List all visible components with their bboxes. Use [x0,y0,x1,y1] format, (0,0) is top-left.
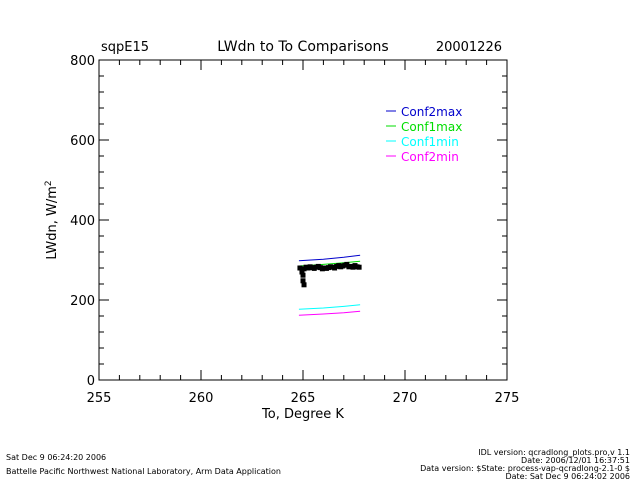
series-line-conf1min [298,304,361,310]
x-tick-label: 260 [189,391,214,406]
x-tick-label: 255 [87,391,112,406]
legend-label-conf2max: Conf2max [401,105,462,119]
date-label: 20001226 [436,40,502,55]
data-point [356,264,362,270]
x-tick-label: 270 [393,391,418,406]
legend-label-conf1min: Conf1min [401,135,459,149]
axes: 255 260 265 270 275 0 200 400 600 800 [70,54,519,406]
y-tick-label: 600 [70,134,95,149]
data-point [299,269,305,275]
y-tick-label: 0 [87,374,95,389]
footer-idl-date: Date: 2006/12/01 16:37:51 [521,456,630,465]
footer-data-date: Date: Sat Dec 9 06:24:02 2006 [505,472,630,481]
data-point [300,272,306,278]
legend-label-conf2min: Conf2min [401,150,459,164]
data-point [301,282,307,288]
footer-run-date: Sat Dec 9 06:24:20 2006 [6,453,107,462]
chart-title: LWdn to To Comparisons [217,39,388,55]
series-line-conf2max [298,254,361,262]
data-point [300,278,306,284]
y-tick-label: 800 [70,54,95,69]
footer-data-version: Data version: $State: process-vap-qcradl… [420,464,630,473]
site-label: sqpE15 [101,40,149,55]
x-tick-label: 275 [495,391,520,406]
y-axis-label: LWdn, W/m2 [44,180,60,259]
y-tick-label: 200 [70,294,95,309]
legend-label-conf1max: Conf1max [401,120,462,134]
x-tick-label: 265 [291,391,316,406]
footer-idl-version: IDL version: qcradlong_plots.pro,v 1.1 [478,448,630,457]
footer-organization: Battelle Pacific Northwest National Labo… [6,467,281,476]
x-axis-label: To, Degree K [261,407,344,422]
series-layer [297,254,362,316]
y-tick-label: 400 [70,214,95,229]
series-line-conf2min [298,310,361,316]
